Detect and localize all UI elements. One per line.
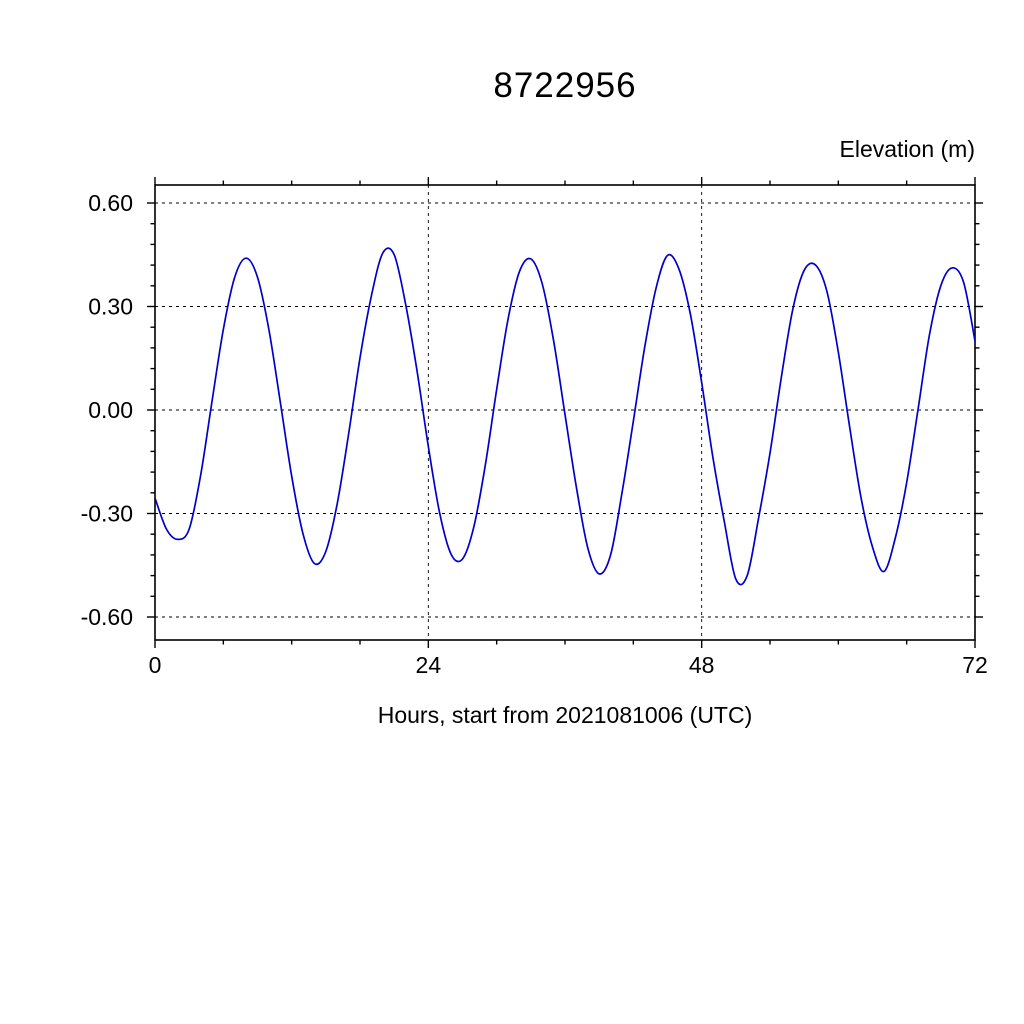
y-axis-title: Elevation (m) <box>839 136 975 162</box>
y-tick-label: 0.60 <box>88 190 133 216</box>
y-tick-label: -0.60 <box>81 604 133 630</box>
tick-labels: 0 24 48 72 -0.60 -0.30 0.00 0.30 0.60 <box>81 190 988 678</box>
x-axis-title: Hours, start from 2021081006 (UTC) <box>377 702 753 728</box>
x-tick-label: 72 <box>962 652 988 678</box>
y-tick-label: 0.30 <box>88 294 133 320</box>
gridlines <box>155 185 975 640</box>
x-tick-label: 48 <box>689 652 715 678</box>
chart-title: 8722956 <box>493 66 637 105</box>
x-tick-label: 0 <box>149 652 162 678</box>
elevation-curve <box>155 247 975 586</box>
y-tick-label: 0.00 <box>88 397 133 423</box>
x-tick-label: 24 <box>416 652 442 678</box>
y-tick-label: -0.30 <box>81 501 133 527</box>
axis-ticks <box>147 177 983 648</box>
